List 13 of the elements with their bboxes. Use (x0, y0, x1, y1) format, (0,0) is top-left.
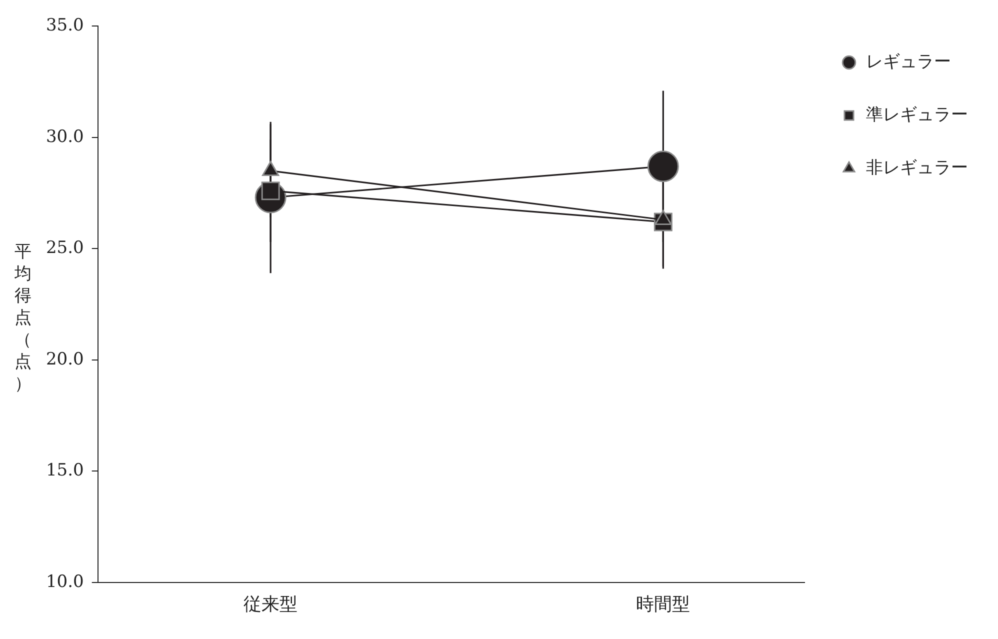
x-tick-label: 従来型 (244, 594, 298, 615)
y-tick-label: 35.0 (46, 16, 84, 36)
point (647, 150, 679, 182)
legend-label: 非レギュラー (866, 158, 968, 178)
y-tick-label: 10.0 (46, 572, 84, 592)
x-tick-label: 時間型 (636, 594, 690, 615)
y-tick-label: 25.0 (46, 238, 84, 258)
y-tick-label: 15.0 (46, 460, 84, 481)
legend-label: 準レギュラー (866, 104, 968, 125)
y-axis-title: 平均得点（点） (14, 241, 32, 395)
y-tick-label: 20.0 (46, 349, 84, 370)
legend-label: レギュラー (866, 52, 951, 72)
y-tick-label: 30.0 (46, 126, 84, 147)
